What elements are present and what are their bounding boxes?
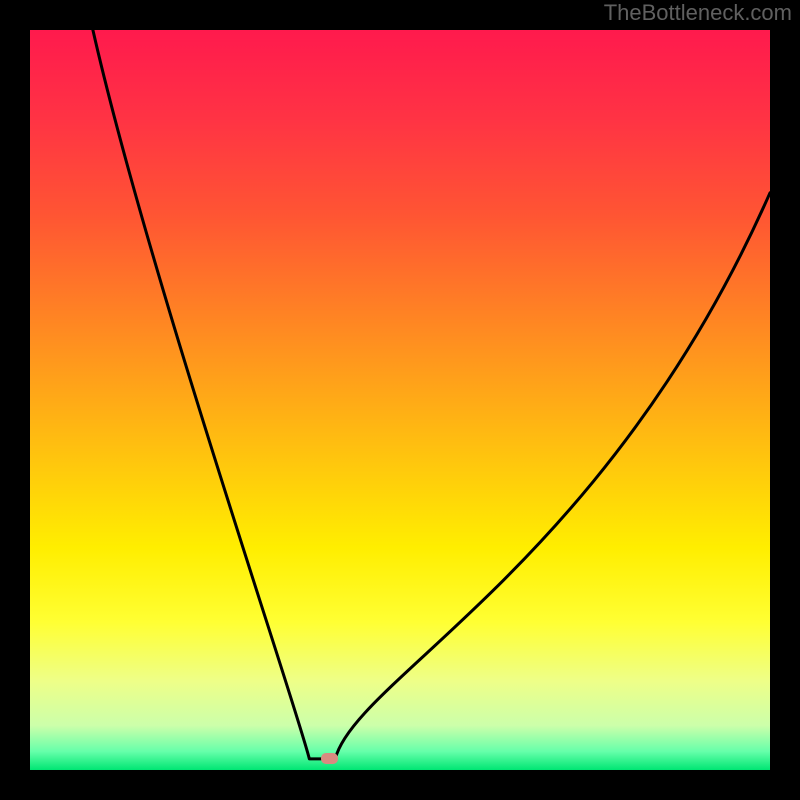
chart-container: TheBottleneck.com bbox=[0, 0, 800, 800]
plot-area bbox=[30, 30, 770, 770]
optimal-point-marker bbox=[321, 753, 338, 764]
watermark-text: TheBottleneck.com bbox=[604, 0, 792, 26]
bottleneck-curve bbox=[30, 30, 770, 770]
